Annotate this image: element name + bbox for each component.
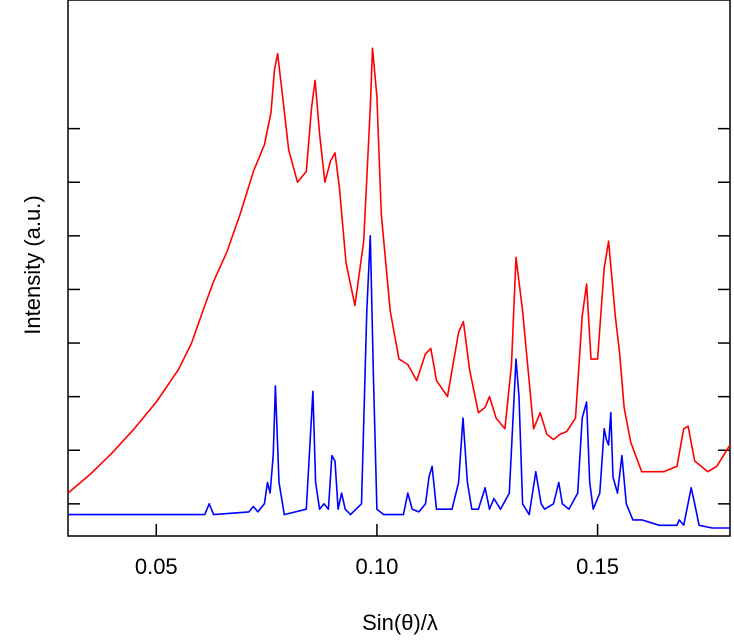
y-axis-ticks [68, 127, 730, 505]
y-axis-title: Intensity (a.u.) [20, 195, 45, 334]
series-line-1 [67, 47, 731, 494]
series-layer [67, 47, 731, 529]
x-axis-ticks [155, 524, 599, 536]
x-tick-label: 0.15 [576, 554, 619, 579]
x-axis-title: Sin(θ)/λ [362, 610, 438, 635]
x-tick-label: 0.05 [135, 554, 178, 579]
x-axis-tick-labels: 0.05 0.10 0.15 [135, 554, 619, 579]
x-tick-label: 0.10 [356, 554, 399, 579]
plot-frame [67, 0, 731, 537]
series-line-2 [68, 235, 730, 529]
